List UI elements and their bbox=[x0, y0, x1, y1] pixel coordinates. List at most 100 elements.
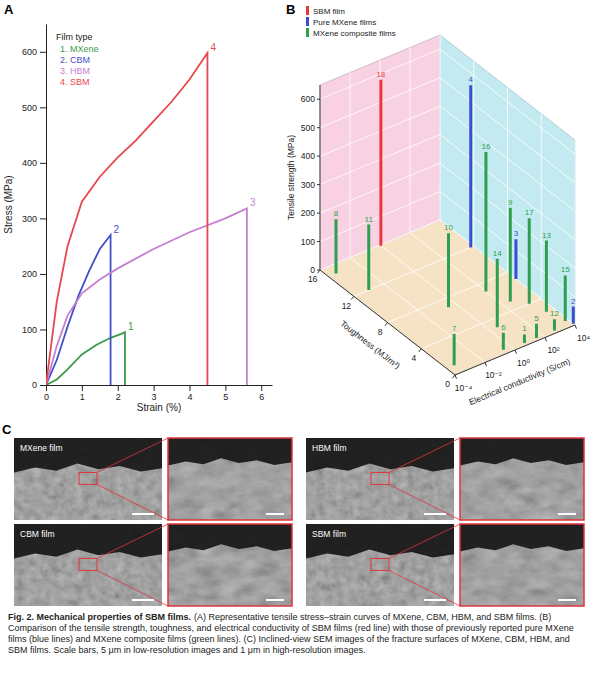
legend-entry: MXene composite films bbox=[313, 29, 396, 38]
sem-image bbox=[168, 524, 292, 606]
grid-line bbox=[320, 220, 575, 325]
x-tick-label: 5 bbox=[223, 392, 228, 402]
sem-texture bbox=[460, 524, 584, 606]
y-tick-label: 600 bbox=[22, 47, 37, 57]
grid-line bbox=[320, 35, 440, 270]
x-tick-label: 0 bbox=[44, 392, 49, 402]
y-tick: 500 bbox=[22, 103, 46, 113]
z-tick-label: 16 bbox=[308, 274, 318, 284]
sem-pair: CBM film bbox=[14, 524, 292, 606]
legend-entry: 2. CBM bbox=[60, 55, 90, 65]
y-tick: 600 bbox=[22, 47, 46, 57]
x-tick-mark bbox=[46, 385, 47, 391]
grid bbox=[320, 35, 575, 375]
y-tick-label: 100 bbox=[22, 325, 37, 335]
bar-label: 7 bbox=[452, 324, 457, 333]
sem-texture bbox=[168, 524, 292, 606]
x-tick-label: 2 bbox=[116, 392, 121, 402]
legend-swatch bbox=[306, 28, 309, 37]
image-label: HBM film bbox=[312, 443, 346, 453]
panel-a: A01234560100200300400500600Strain (%)Str… bbox=[3, 2, 273, 413]
x-tick-mark bbox=[545, 338, 547, 342]
bar-label: 18 bbox=[376, 70, 385, 79]
y-axis-line bbox=[320, 85, 321, 270]
bar-label: 11 bbox=[365, 215, 374, 224]
grid-line bbox=[440, 35, 575, 325]
sem-image bbox=[460, 524, 584, 606]
sem-texture bbox=[168, 438, 292, 520]
y-tick-mark bbox=[40, 385, 46, 386]
bar bbox=[509, 208, 512, 302]
legend: SBM filmPure MXene filmsMXene composite … bbox=[306, 6, 396, 38]
y-axis-title: Stress (MPa) bbox=[3, 175, 14, 233]
scale-bar bbox=[424, 513, 446, 515]
legend-entry: 1. MXene bbox=[60, 44, 99, 54]
zoom-connector bbox=[389, 524, 460, 558]
sem-background bbox=[168, 438, 292, 466]
y-tick-label: 600 bbox=[301, 94, 315, 104]
bar bbox=[453, 334, 456, 365]
grid-line bbox=[410, 48, 545, 338]
bar bbox=[469, 85, 472, 247]
plot-area bbox=[336, 80, 573, 366]
panel-b: B0100200300400500600Tensile strength (MP… bbox=[286, 2, 590, 407]
scale-bar bbox=[132, 513, 154, 515]
legend-entry: 4. SBM bbox=[60, 77, 90, 87]
bar-label: 14 bbox=[493, 249, 502, 258]
legend-swatch bbox=[306, 6, 309, 15]
end-label: 3 bbox=[250, 197, 256, 208]
y-tick-label: 0 bbox=[32, 380, 37, 390]
x-tick-label: 1 bbox=[80, 392, 85, 402]
legend-entry: Pure MXene films bbox=[313, 18, 376, 27]
x-tick: 1 bbox=[80, 385, 85, 402]
grid-line bbox=[350, 73, 485, 363]
sem-background bbox=[460, 438, 584, 466]
y-tick-mark bbox=[40, 329, 46, 330]
z-tick-mark bbox=[351, 296, 353, 299]
curve bbox=[46, 208, 247, 385]
z-tick-label: 8 bbox=[378, 327, 383, 337]
sem-pair: MXene film bbox=[14, 438, 292, 520]
y-tick-label: 300 bbox=[301, 180, 315, 190]
y-tick-mark bbox=[40, 107, 46, 108]
y-tick-label: 200 bbox=[22, 269, 37, 279]
scale-bar bbox=[558, 513, 576, 515]
zoom-connector bbox=[97, 524, 168, 558]
bar bbox=[572, 307, 575, 324]
y-tick-mark bbox=[317, 184, 320, 185]
y-tick: 400 bbox=[22, 158, 46, 168]
z-axis-line bbox=[320, 270, 455, 375]
bar-label: 3 bbox=[514, 229, 519, 238]
sem-texture bbox=[306, 438, 454, 520]
back-wall bbox=[320, 35, 440, 270]
y-tick-label: 400 bbox=[301, 151, 315, 161]
z-tick-mark bbox=[453, 375, 455, 378]
legend-title: Film type bbox=[56, 32, 93, 42]
x-tick-mark bbox=[575, 325, 577, 329]
bar bbox=[564, 275, 567, 321]
grid-line bbox=[455, 140, 575, 375]
zoom-box bbox=[79, 472, 97, 484]
x-tick-label: 10⁴ bbox=[577, 333, 590, 343]
end-label: 1 bbox=[128, 321, 134, 332]
y-tick-mark bbox=[40, 274, 46, 275]
sem-texture bbox=[306, 524, 454, 606]
image-label: SBM film bbox=[312, 529, 346, 539]
bar bbox=[447, 233, 450, 307]
z-tick-label: 0 bbox=[445, 379, 450, 389]
z-tick-label: 12 bbox=[342, 301, 352, 311]
x-tick: 4 bbox=[187, 385, 192, 402]
x-tick: 2 bbox=[116, 385, 121, 402]
panel-letter: B bbox=[286, 2, 295, 17]
y-tick: 100 bbox=[22, 325, 46, 335]
x-tick-label: 6 bbox=[259, 392, 264, 402]
y-tick-label: 300 bbox=[22, 214, 37, 224]
zoom-connector bbox=[389, 484, 460, 520]
bar bbox=[335, 219, 338, 273]
bar bbox=[496, 259, 499, 327]
y-tick-label: 400 bbox=[22, 158, 37, 168]
legend-swatch bbox=[306, 17, 309, 26]
bar-label: 8 bbox=[334, 209, 339, 218]
bar bbox=[535, 324, 538, 338]
grid-line bbox=[421, 114, 541, 349]
